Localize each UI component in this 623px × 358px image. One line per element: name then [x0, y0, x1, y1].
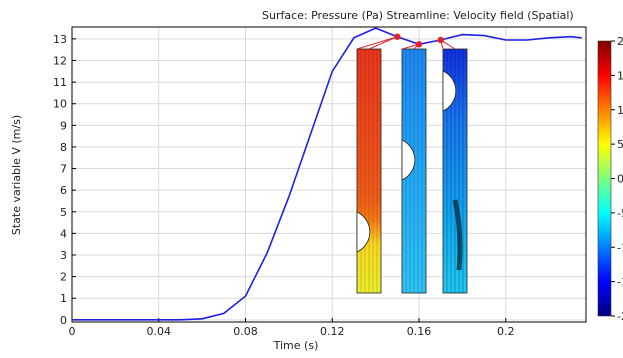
- y-tick-label: 11: [53, 76, 67, 89]
- plot-frame: [71, 26, 587, 323]
- x-tick-label: 0.12: [320, 325, 345, 338]
- y-tick-label: 10: [53, 98, 67, 111]
- colorbar-tick-label: 100: [617, 104, 623, 117]
- y-tick-label: 0: [60, 314, 67, 327]
- y-tick-label: 3: [60, 249, 67, 262]
- marker-connector: [356, 36, 398, 50]
- x-axis-label: Time (s): [273, 339, 319, 352]
- colorbar-tick-label: 50: [617, 138, 623, 151]
- y-tick-label: 8: [60, 141, 67, 154]
- y-axis-label: State variable V (m/s): [10, 115, 23, 235]
- snapshot-1: [356, 48, 382, 294]
- marker-point: [415, 41, 423, 48]
- colorbar-tick-label: 150: [617, 69, 623, 82]
- x-axis: 0 0.04 0.08 0.12 0.16 0.2: [69, 318, 515, 338]
- y-tick-label: 4: [60, 227, 67, 240]
- y-tick-label: 2: [60, 271, 67, 284]
- y-tick-label: 1: [60, 292, 67, 305]
- series-line: [72, 27, 582, 321]
- inset-snapshots: [356, 48, 468, 294]
- y-tick-label: 12: [53, 54, 67, 67]
- snapshot-2: [401, 48, 427, 294]
- x-tick-label: 0.16: [407, 325, 432, 338]
- grid: [71, 27, 586, 322]
- x-tick-label: 0.08: [233, 325, 258, 338]
- y-tick-label: 7: [60, 163, 67, 176]
- colorbar-tick-label: -50: [617, 207, 623, 220]
- y-tick-label: 5: [60, 206, 67, 219]
- marker-point: [394, 33, 401, 40]
- marker-connector: [368, 36, 398, 50]
- y-tick-label: 9: [60, 119, 67, 132]
- x-tick-label: 0: [69, 325, 76, 338]
- y-tick-label: 6: [60, 184, 67, 197]
- marker-points: [394, 33, 444, 48]
- marker-point: [437, 36, 444, 44]
- colorbar-tick-label: 0: [617, 173, 623, 186]
- colorbar-tick-label: -100: [617, 241, 623, 254]
- colorbar-tick-label: -150: [617, 276, 623, 289]
- chart-title: Surface: Pressure (Pa) Streamline: Veloc…: [262, 9, 574, 22]
- snapshot-3: [442, 48, 468, 294]
- x-tick-label: 0.2: [497, 325, 515, 338]
- colorbar-ticks: 200 150 100 50 0 -50 -100 -150 -200: [611, 35, 623, 323]
- colorbar-tick-label: 200: [617, 35, 623, 48]
- x-tick-label: 0.04: [147, 325, 172, 338]
- y-tick-label: 13: [53, 33, 67, 46]
- colorbar: [597, 40, 612, 317]
- colorbar-tick-label: -200: [617, 310, 623, 323]
